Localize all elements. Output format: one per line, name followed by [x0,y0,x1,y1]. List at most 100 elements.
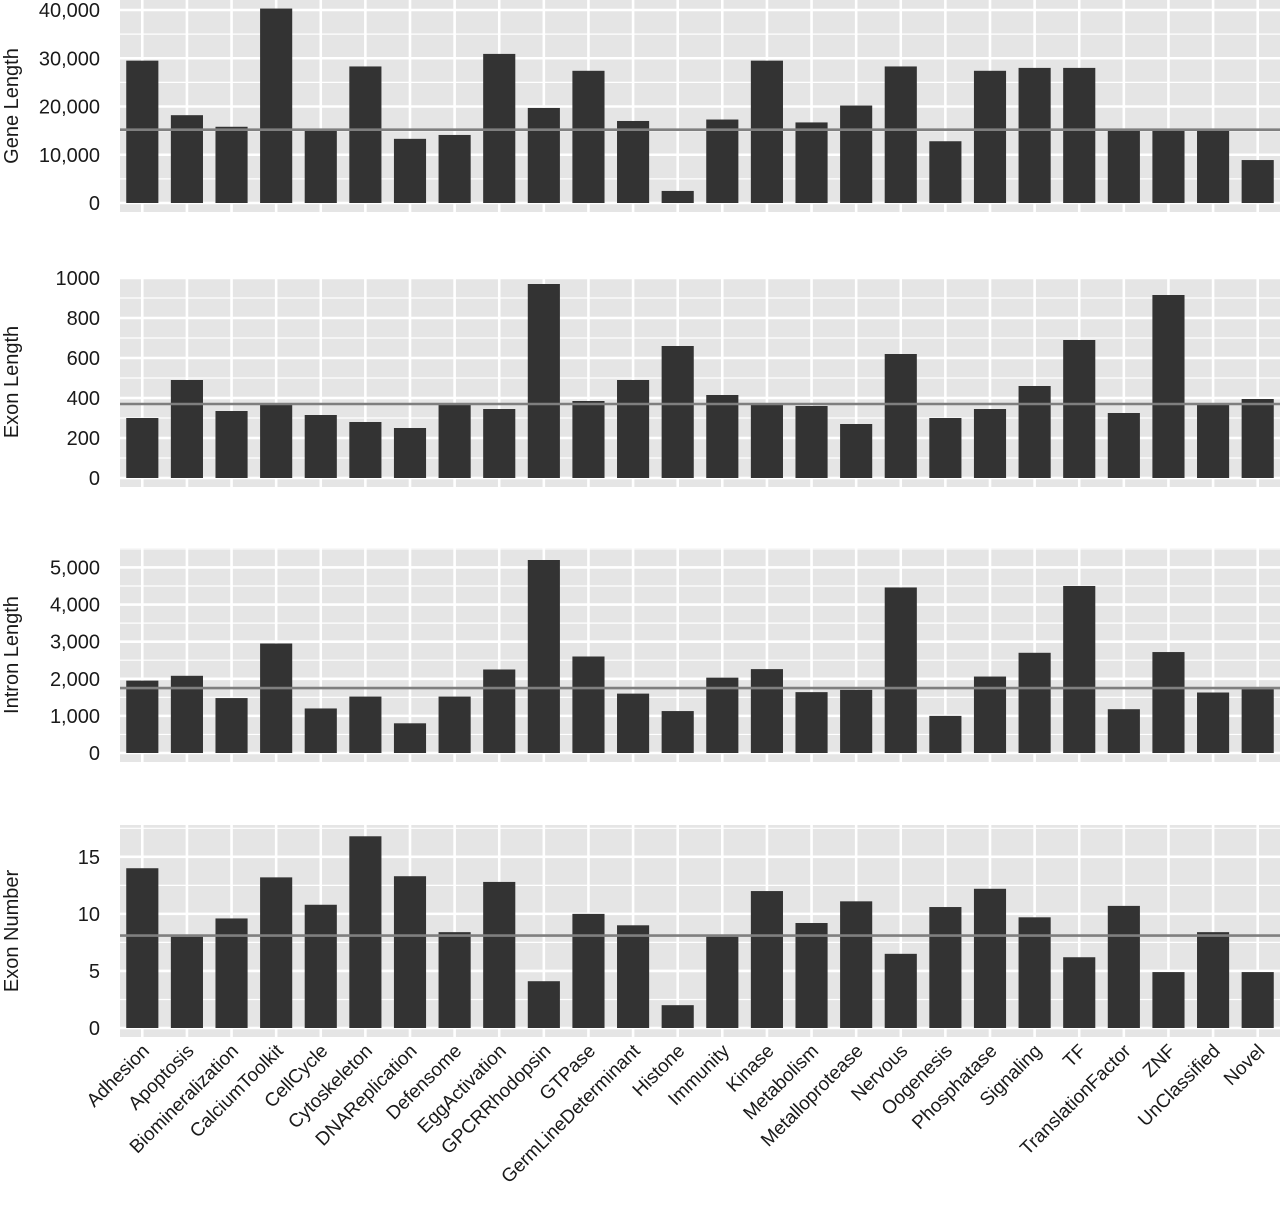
y-tick-label: 600 [67,348,100,370]
bar-unclassified [1197,692,1230,753]
y-tick-label: 400 [67,388,100,410]
bar-nervous [884,587,917,753]
bar-unclassified [1197,932,1230,1028]
y-tick-label: 10 [78,904,100,926]
y-tick-label: 15 [78,847,100,869]
bar-cytoskeleton [349,696,382,753]
bar-signaling [1018,652,1051,753]
bar-defensome [438,405,471,478]
bar-translationfactor [1107,413,1140,478]
bar-unclassified [1197,130,1230,203]
y-tick-label: 800 [67,308,100,330]
bar-dnareplication [393,428,427,478]
bar-germlinedeterminant [617,925,650,1028]
bar-calciumtoolkit [260,877,293,1028]
bar-biomineralization [215,126,248,203]
bar-defensome [438,696,471,753]
y-tick-label: 10,000 [39,145,100,167]
bar-apoptosis [170,936,203,1028]
bar-znf [1152,972,1185,1028]
bar-immunity [706,395,739,478]
bar-gpcrrhodopsin [527,981,560,1028]
panel-intron-length: 0 1,000 2,000 3,000 4,000 5,000 Intron Length [1,548,1280,765]
bar-dnareplication [393,138,427,203]
bar-cellcycle [304,129,337,203]
bar-histone [661,1005,694,1028]
x-tick-label: TF [1059,1041,1090,1072]
x-tick-label: UnClassified [1134,1041,1224,1131]
bar-defensome [438,134,471,203]
bar-eggactivation [483,881,516,1028]
y-tick-label: 3,000 [50,632,100,654]
bar-oogenesis [929,418,962,478]
y-tick-label: 0 [89,468,100,490]
panel-exon-number: 0 5 10 15 Exon Number [1,825,1280,1040]
panel-background [120,548,1280,762]
y-tick-label: 30,000 [39,48,100,70]
y-tick-label: 2,000 [50,669,100,691]
bar-translationfactor [1107,905,1140,1028]
bar-tf [1063,957,1096,1028]
bar-metalloprotease [840,689,873,753]
bar-immunity [706,119,739,203]
bar-cellcycle [304,904,337,1028]
y-tick-label: 40,000 [39,0,100,22]
bar-cellcycle [304,708,337,753]
bar-tf [1063,340,1096,478]
bar-nervous [884,66,917,203]
bar-znf [1152,295,1185,478]
bar-metabolism [795,122,828,203]
bar-metalloprotease [840,105,873,203]
bar-gtpase [572,401,605,478]
y-axis-title: Gene Length [1,48,23,164]
bar-metabolism [795,406,828,478]
bar-adhesion [126,60,159,203]
bar-oogenesis [929,141,962,203]
bar-kinase [750,60,783,203]
bar-phosphatase [973,409,1007,478]
bar-cytoskeleton [349,836,382,1028]
bar-novel [1241,160,1274,203]
x-tick-label: Novel [1220,1041,1269,1090]
bar-translationfactor [1107,709,1140,753]
y-tick-label: 1000 [56,268,101,290]
bar-germlinedeterminant [617,693,650,753]
x-axis-category-labels: AdhesionApoptosisBiomineralizationCalciu… [83,1040,1269,1188]
bar-kinase [750,404,783,478]
bar-tf [1063,585,1096,753]
y-tick-label: 20,000 [39,97,100,119]
bar-unclassified [1197,405,1230,478]
bar-eggactivation [483,669,516,753]
bar-calciumtoolkit [260,405,293,478]
bar-adhesion [126,418,159,478]
y-tick-label: 0 [89,1018,100,1040]
bar-gtpase [572,70,605,203]
bar-cytoskeleton [349,66,382,203]
y-axis-title: Exon Number [1,870,23,993]
bar-dnareplication [393,723,427,753]
bar-znf [1152,652,1185,753]
y-tick-label: 200 [67,428,100,450]
bar-metalloprotease [840,901,873,1028]
bar-signaling [1018,386,1051,478]
bar-signaling [1018,67,1051,204]
bar-phosphatase [973,70,1007,203]
bar-dnareplication [393,876,427,1028]
bar-adhesion [126,868,159,1028]
panel-background [120,277,1280,487]
bar-defensome [438,932,471,1028]
y-axis-title: Exon Length [1,326,23,438]
bar-biomineralization [215,698,248,753]
bar-translationfactor [1107,129,1140,203]
bar-nervous [884,354,917,478]
bar-kinase [750,891,783,1028]
bar-calciumtoolkit [260,8,293,203]
bar-oogenesis [929,715,962,753]
bar-immunity [706,936,739,1028]
bar-signaling [1018,917,1051,1028]
bar-oogenesis [929,907,962,1028]
y-tick-label: 5,000 [50,557,100,579]
bar-gpcrrhodopsin [527,560,560,753]
bar-apoptosis [170,115,203,203]
